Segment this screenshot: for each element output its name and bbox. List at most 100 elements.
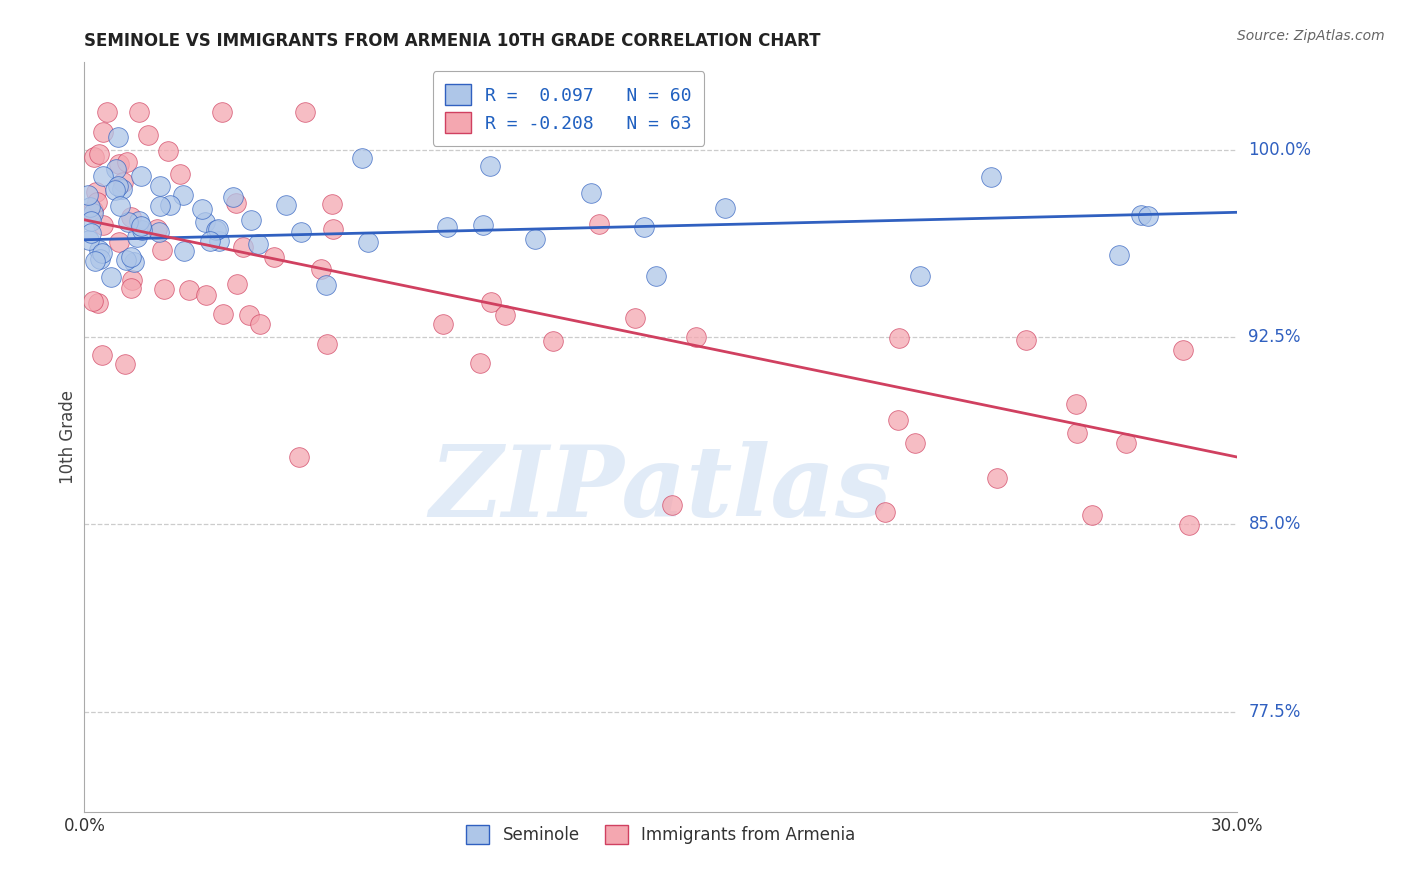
Point: [172, 188, 194, 202]
Point: [136, 128, 159, 142]
Point: [478, 159, 501, 173]
Point: [588, 217, 610, 231]
Point: [986, 471, 1008, 485]
Point: [713, 201, 735, 215]
Point: [873, 505, 896, 519]
Point: [661, 498, 683, 512]
Point: [211, 105, 233, 120]
Point: [82, 294, 104, 309]
Y-axis label: 10th Grade: 10th Grade: [59, 390, 77, 484]
Point: [105, 162, 128, 177]
Point: [1108, 248, 1130, 262]
Point: [309, 261, 332, 276]
Point: [120, 210, 142, 224]
Point: [107, 130, 129, 145]
Point: [91, 126, 114, 140]
Point: [685, 330, 707, 344]
Point: [1178, 517, 1201, 532]
Point: [471, 218, 494, 232]
Point: [263, 251, 285, 265]
Point: [84, 185, 107, 199]
Point: [179, 283, 201, 297]
Point: [432, 317, 454, 331]
Point: [149, 179, 172, 194]
Point: [352, 151, 374, 165]
Point: [356, 235, 378, 249]
Point: [91, 218, 114, 232]
Point: [579, 186, 602, 200]
Point: [89, 252, 111, 267]
Point: [980, 169, 1002, 184]
Point: [91, 169, 114, 183]
Point: [120, 281, 142, 295]
Point: [1015, 334, 1038, 348]
Point: [111, 175, 134, 189]
Text: 92.5%: 92.5%: [1249, 328, 1301, 346]
Point: [494, 308, 516, 322]
Point: [1137, 209, 1160, 223]
Point: [87, 147, 110, 161]
Point: [159, 198, 181, 212]
Point: [315, 277, 337, 292]
Point: [239, 213, 262, 227]
Point: [287, 450, 309, 464]
Point: [148, 225, 170, 239]
Point: [80, 214, 103, 228]
Point: [150, 243, 173, 257]
Point: [90, 348, 112, 362]
Point: [91, 246, 114, 260]
Point: [87, 244, 110, 258]
Point: [77, 233, 100, 247]
Legend: Seminole, Immigrants from Armenia: Seminole, Immigrants from Armenia: [457, 816, 865, 852]
Point: [321, 197, 343, 211]
Point: [122, 255, 145, 269]
Point: [110, 199, 132, 213]
Point: [80, 226, 103, 240]
Point: [86, 296, 108, 310]
Text: 77.5%: 77.5%: [1249, 703, 1301, 721]
Point: [226, 277, 249, 292]
Point: [232, 240, 254, 254]
Point: [127, 229, 149, 244]
Point: [316, 337, 339, 351]
Point: [249, 317, 271, 331]
Point: [191, 202, 214, 216]
Point: [104, 183, 127, 197]
Point: [908, 269, 931, 284]
Point: [120, 250, 142, 264]
Point: [1064, 396, 1087, 410]
Point: [131, 223, 153, 237]
Point: [84, 253, 107, 268]
Point: [887, 331, 910, 345]
Point: [644, 268, 666, 283]
Point: [479, 294, 502, 309]
Point: [198, 234, 221, 248]
Point: [541, 334, 564, 348]
Point: [436, 220, 458, 235]
Point: [211, 307, 233, 321]
Point: [86, 195, 108, 210]
Point: [129, 219, 152, 233]
Point: [208, 234, 231, 248]
Point: [1115, 435, 1137, 450]
Point: [107, 157, 129, 171]
Point: [624, 311, 647, 326]
Point: [117, 155, 139, 169]
Point: [169, 167, 191, 181]
Point: [1081, 508, 1104, 522]
Point: [96, 105, 118, 120]
Point: [100, 269, 122, 284]
Point: [117, 214, 139, 228]
Point: [470, 355, 492, 369]
Point: [322, 221, 344, 235]
Point: [107, 235, 129, 249]
Point: [524, 232, 547, 246]
Point: [82, 203, 104, 218]
Point: [207, 222, 229, 236]
Point: [903, 436, 925, 450]
Point: [107, 178, 129, 193]
Point: [128, 105, 150, 120]
Point: [290, 225, 312, 239]
Point: [145, 222, 167, 236]
Point: [157, 145, 180, 159]
